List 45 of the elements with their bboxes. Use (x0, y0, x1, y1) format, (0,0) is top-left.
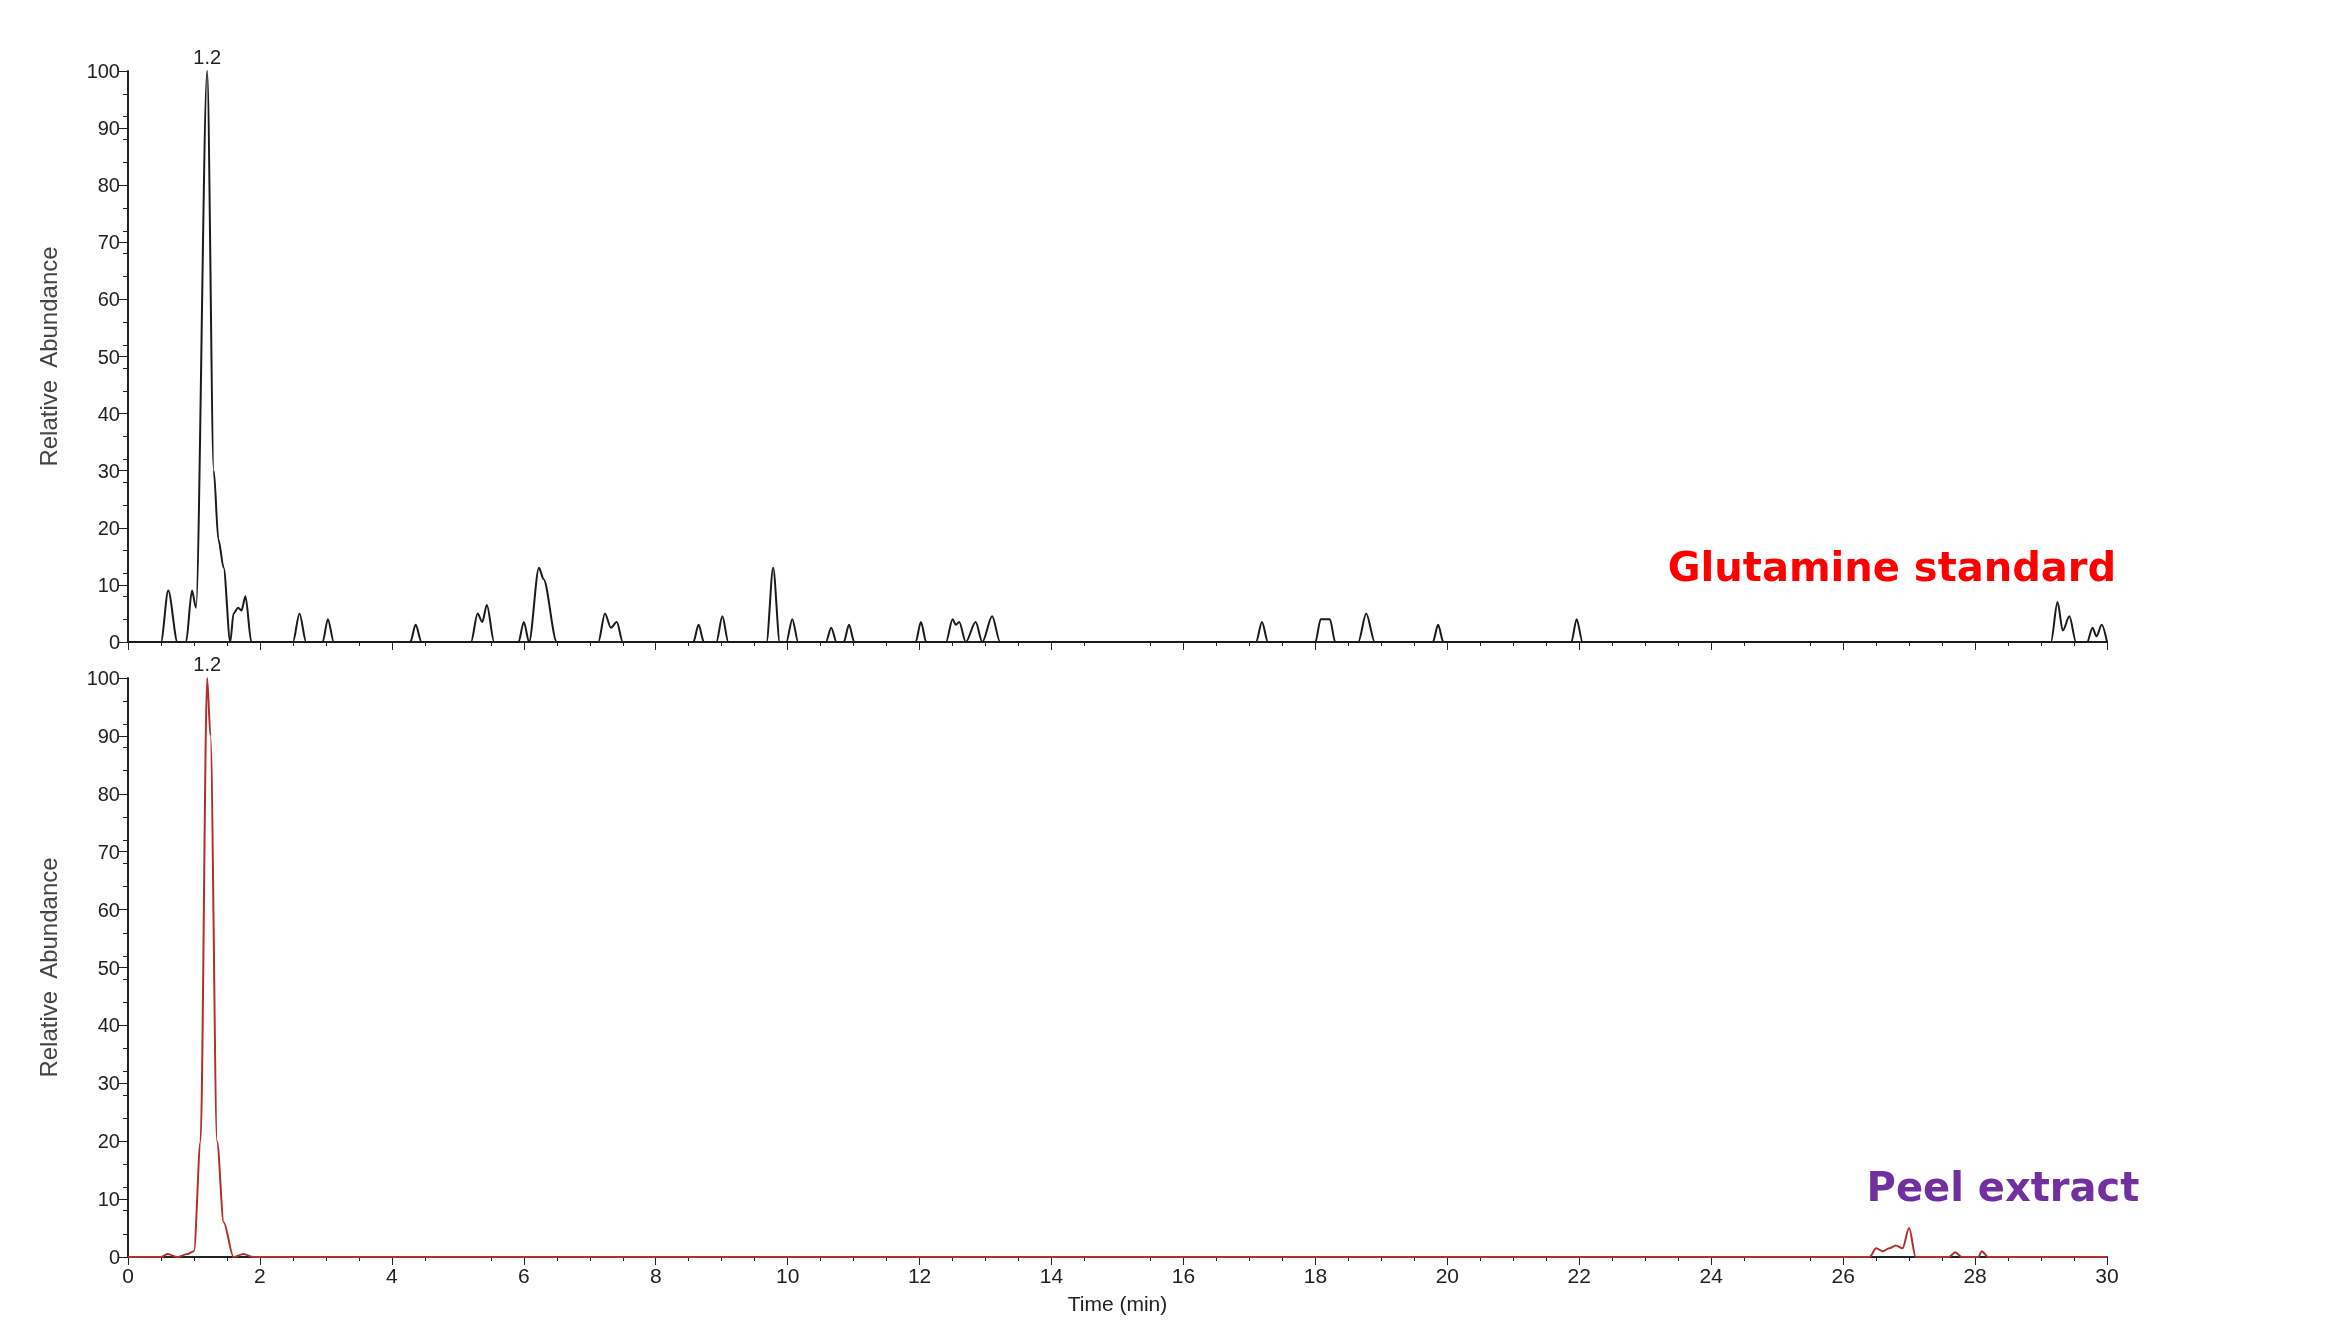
y-axis-title: Relative Abundance (34, 857, 62, 1078)
x-tick-label: 4 (386, 1264, 399, 1287)
y-tick-label: 80 (97, 782, 120, 805)
x-tick-label: 14 (1039, 1264, 1064, 1287)
y-tick-label: 50 (97, 345, 120, 368)
y-tick-label: 90 (97, 117, 120, 140)
x-tick-label: 18 (1303, 1264, 1328, 1287)
annotation: 1.2 (193, 46, 222, 68)
x-tick-label: 26 (1831, 1264, 1855, 1287)
x-tick-label: 10 (775, 1264, 800, 1287)
x-tick-label: 8 (649, 1264, 662, 1287)
annotation: Glutamine standard (1667, 544, 2117, 590)
annotation: 1.2 (193, 653, 222, 675)
y-tick-label: 50 (97, 956, 120, 979)
x-tick-label: 24 (1699, 1264, 1724, 1287)
y-tick-label: 100 (86, 60, 120, 82)
y-tick-label: 70 (97, 231, 120, 254)
x-tick-label: 16 (1171, 1264, 1196, 1287)
y-tick-label: 80 (97, 174, 120, 197)
y-tick-label: 100 (86, 667, 120, 689)
x-tick-label: 20 (1435, 1264, 1460, 1287)
y-tick-label: 20 (97, 516, 120, 539)
y-tick-label: 0 (108, 1246, 120, 1268)
y-tick-label: 90 (97, 724, 120, 747)
y-tick-label: 30 (97, 1072, 120, 1095)
y-tick-label: 20 (97, 1130, 120, 1153)
x-tick-label: 22 (1567, 1264, 1591, 1287)
x-tick-label: 6 (517, 1264, 530, 1287)
y-tick-label: 70 (97, 840, 120, 863)
y-tick-label: 40 (97, 1014, 120, 1037)
x-tick-label: 2 (254, 1264, 266, 1287)
annotation: Peel extract (1866, 1164, 2140, 1210)
y-tick-label: 30 (97, 459, 120, 482)
x-tick-label: 28 (1963, 1264, 1987, 1287)
x-tick-label: 12 (907, 1264, 932, 1287)
y-tick-label: 10 (97, 1188, 120, 1211)
y-tick-label: 10 (97, 573, 120, 596)
y-tick-label: 60 (97, 898, 120, 921)
y-axis-title: Relative Abundance (34, 246, 62, 467)
x-tick-label: 30 (2095, 1264, 2119, 1287)
y-tick-label: 40 (97, 402, 120, 425)
x-axis-title: Time (min) (1067, 1292, 1168, 1315)
x-tick-label: 0 (122, 1264, 134, 1287)
y-tick-label: 0 (108, 631, 120, 653)
y-tick-label: 60 (97, 288, 120, 311)
